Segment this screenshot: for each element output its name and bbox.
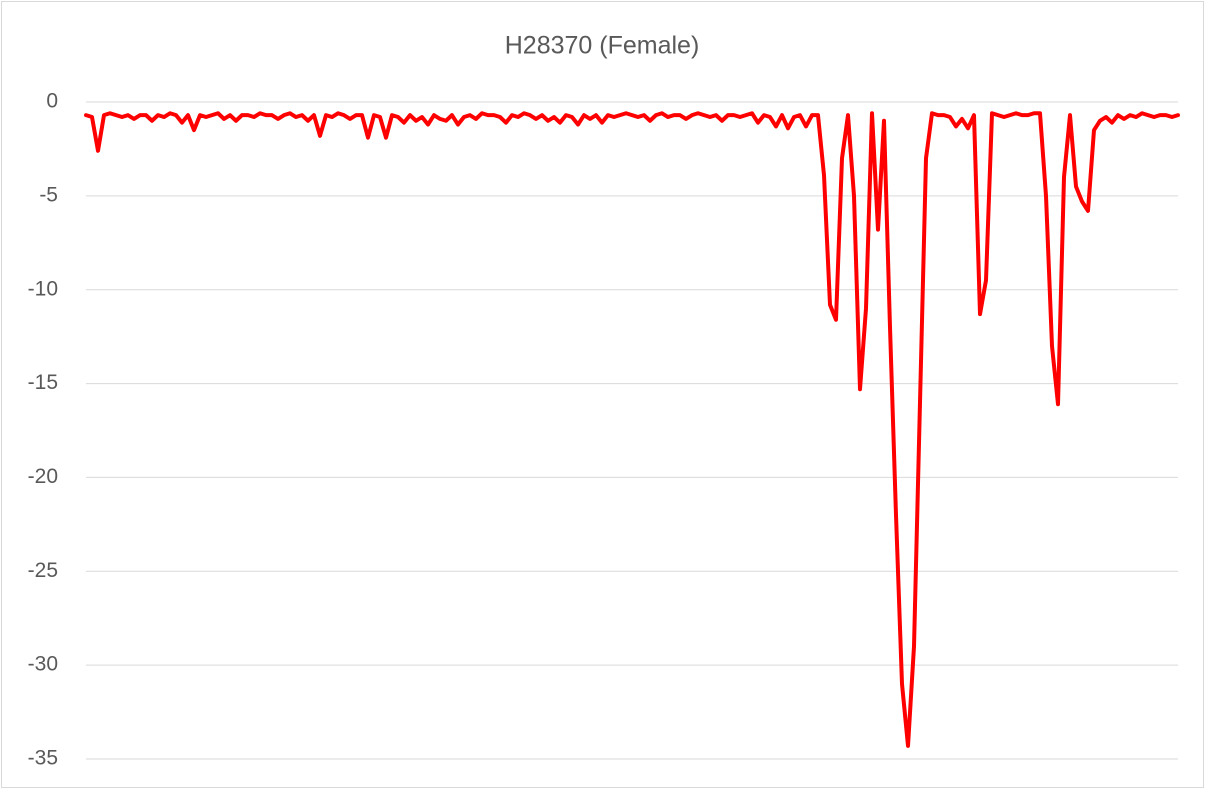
y-tick-label: -5 (39, 183, 58, 206)
data-line (84, 111, 1180, 748)
y-tick-label: -10 (28, 277, 58, 300)
y-tick-label: -25 (28, 559, 58, 582)
chart-title: H28370 (Female) (505, 32, 700, 60)
y-tick-label: -35 (28, 747, 58, 770)
y-tick-label: -20 (28, 465, 58, 488)
y-tick-label: -15 (28, 371, 58, 394)
y-tick-label: 0 (46, 90, 58, 113)
y-tick-label: -30 (28, 653, 58, 676)
